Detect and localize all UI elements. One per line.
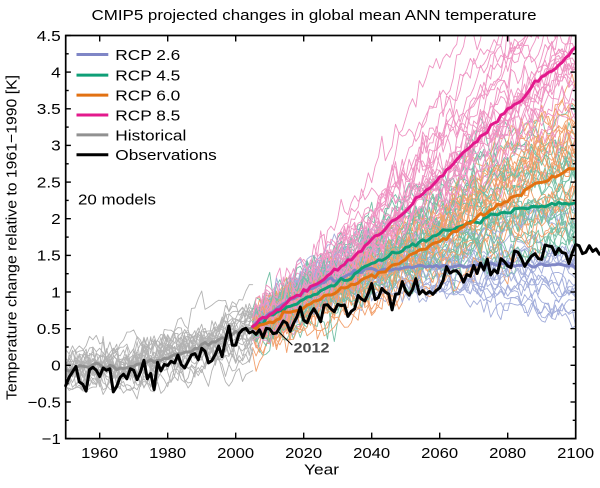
- svg-text:2000: 2000: [217, 445, 254, 462]
- svg-text:4: 4: [51, 64, 61, 81]
- svg-text:2: 2: [51, 211, 61, 228]
- svg-text:Historical: Historical: [115, 127, 186, 144]
- svg-text:20 models: 20 models: [78, 192, 156, 209]
- svg-text:4.5: 4.5: [37, 28, 61, 45]
- svg-text:Observations: Observations: [115, 147, 217, 164]
- svg-text:2100: 2100: [557, 445, 594, 462]
- svg-text:1.5: 1.5: [37, 248, 61, 265]
- svg-text:CMIP5 projected changes in glo: CMIP5 projected changes in global mean A…: [92, 7, 537, 24]
- svg-text:Year: Year: [304, 462, 339, 479]
- svg-text:Temperature change relative to: Temperature change relative to 1961−1990…: [4, 75, 21, 400]
- svg-text:3: 3: [51, 138, 61, 155]
- svg-text:1960: 1960: [81, 445, 118, 462]
- svg-text:RCP 8.5: RCP 8.5: [115, 107, 180, 124]
- svg-text:−1: −1: [42, 431, 61, 448]
- svg-text:0: 0: [51, 358, 61, 375]
- svg-text:−0.5: −0.5: [28, 394, 61, 411]
- svg-text:RCP 4.5: RCP 4.5: [115, 68, 180, 85]
- svg-text:2060: 2060: [421, 445, 458, 462]
- svg-text:RCP 6.0: RCP 6.0: [115, 88, 180, 105]
- svg-text:0.5: 0.5: [37, 321, 61, 338]
- svg-text:2020: 2020: [285, 445, 322, 462]
- svg-text:2012: 2012: [294, 340, 330, 356]
- svg-text:RCP 2.6: RCP 2.6: [115, 47, 180, 64]
- svg-text:3.5: 3.5: [37, 101, 61, 118]
- svg-text:2.5: 2.5: [37, 174, 61, 191]
- svg-text:1980: 1980: [149, 445, 186, 462]
- svg-text:2040: 2040: [353, 445, 390, 462]
- svg-text:2080: 2080: [489, 445, 526, 462]
- svg-text:1: 1: [51, 284, 61, 301]
